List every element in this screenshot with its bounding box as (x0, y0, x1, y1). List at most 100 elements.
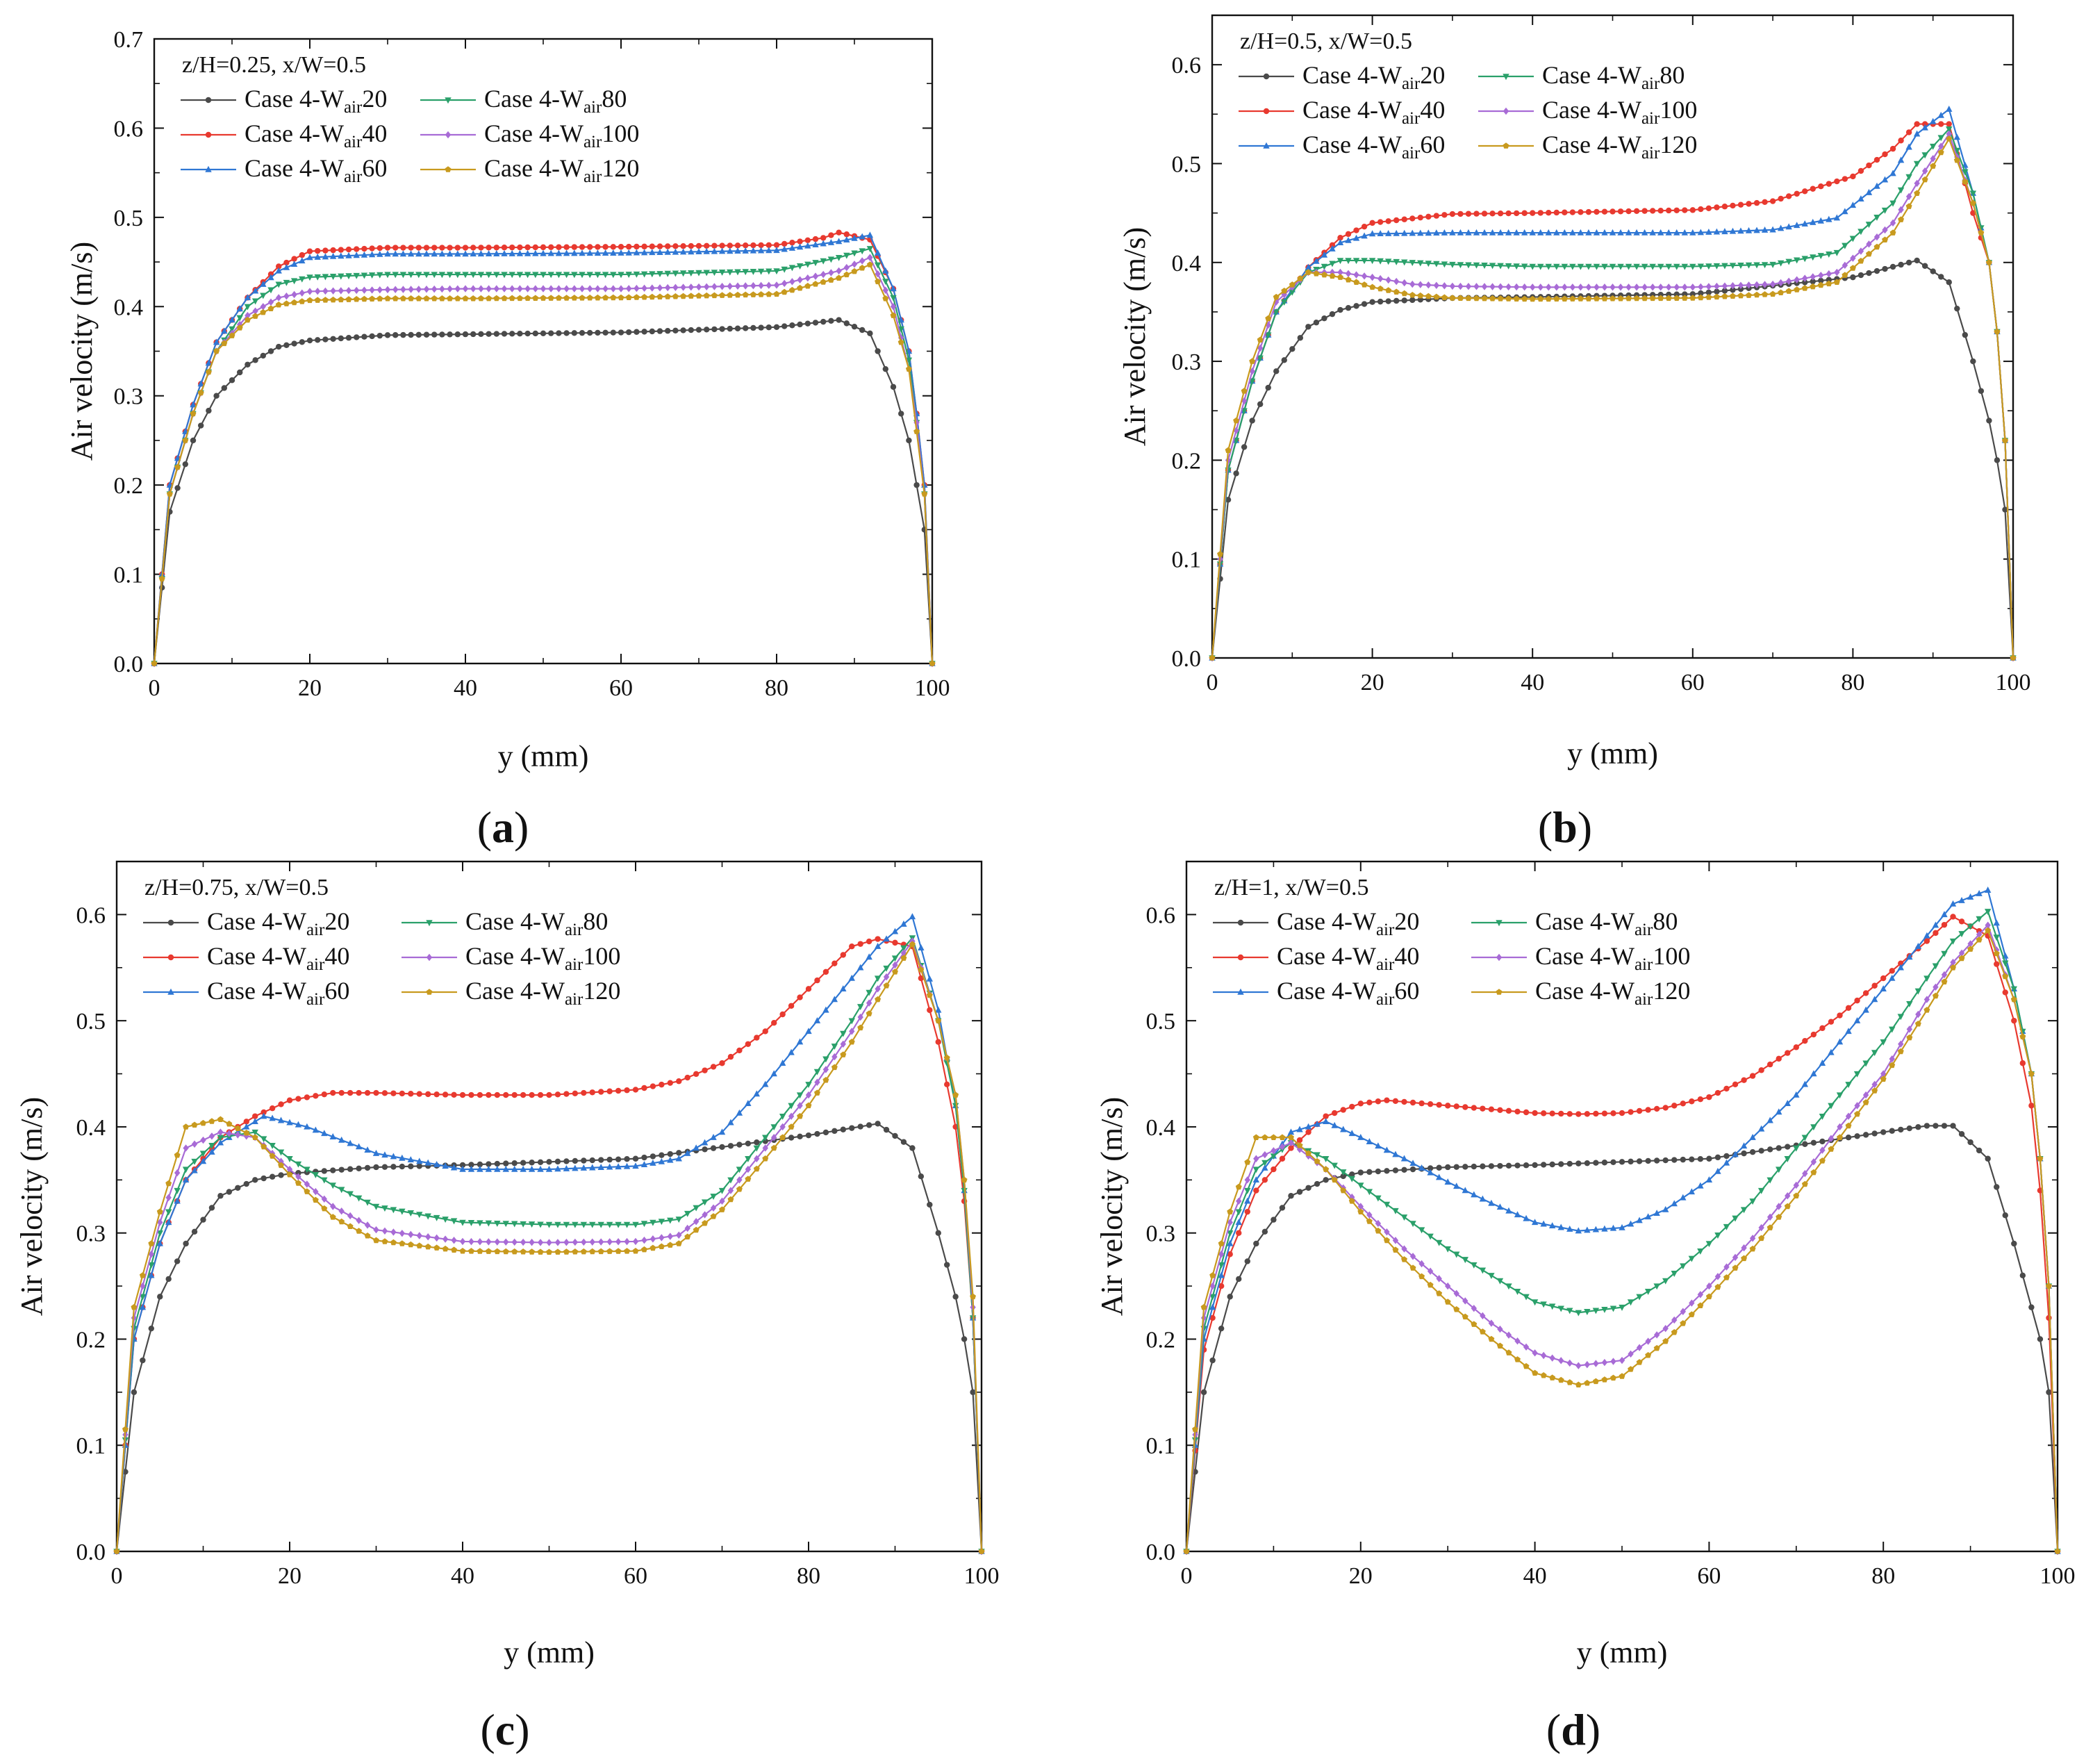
data-point (361, 245, 367, 252)
data-point (347, 1166, 354, 1172)
data-point (1662, 1337, 1669, 1344)
data-point (812, 260, 819, 267)
data-point (1930, 163, 1937, 169)
data-point (494, 1165, 501, 1172)
data-point (330, 296, 337, 303)
data-point (208, 1148, 215, 1155)
data-point (165, 1276, 172, 1283)
data-point (493, 245, 499, 251)
data-point (1967, 923, 1974, 930)
data-point (1819, 1138, 1826, 1145)
data-point (1882, 151, 1888, 158)
data-point (1557, 1305, 1564, 1312)
data-point (1357, 1182, 1364, 1189)
data-point (1401, 1245, 1407, 1253)
data-point (1314, 1157, 1321, 1164)
data-point (1409, 229, 1416, 236)
data-point (1584, 1360, 1591, 1369)
data-point (501, 295, 508, 302)
data-point (260, 352, 266, 359)
data-point (478, 245, 484, 251)
data-point (1653, 1105, 1660, 1112)
data-point (1721, 263, 1728, 270)
data-point (680, 327, 686, 333)
data-point (1337, 306, 1343, 313)
data-point (1653, 1283, 1660, 1290)
data-point (1488, 1273, 1495, 1279)
data-point (1641, 263, 1648, 270)
data-point (1384, 1097, 1390, 1103)
data-point (840, 1051, 847, 1057)
data-point (1409, 260, 1416, 266)
data-point (454, 295, 461, 302)
data-point (423, 331, 430, 338)
data-point (2002, 960, 2009, 967)
data-point (1834, 268, 1840, 277)
data-point (1778, 279, 1784, 287)
data-point (1730, 287, 1736, 293)
data-point (875, 996, 882, 1003)
data-point (1889, 1128, 1895, 1134)
data-point (1819, 1146, 1826, 1154)
data-point (563, 1238, 570, 1246)
data-point (390, 1164, 397, 1170)
data-point (416, 1091, 422, 1097)
series-air20 (151, 317, 936, 667)
data-point (1758, 1223, 1764, 1232)
data-point (586, 272, 593, 279)
data-point (804, 242, 811, 249)
data-point (1645, 1157, 1651, 1164)
data-point (788, 1003, 795, 1009)
data-point (1444, 1246, 1451, 1253)
data-point (532, 244, 538, 251)
data-point (1671, 1200, 1678, 1207)
data-point (581, 1089, 587, 1096)
data-point (2019, 1060, 2026, 1066)
data-point (532, 295, 539, 301)
data-point (797, 238, 803, 245)
data-point (364, 1146, 371, 1153)
data-point (926, 991, 933, 998)
data-point (384, 250, 391, 257)
data-point (1288, 1193, 1294, 1199)
data-point (548, 330, 554, 336)
data-point (384, 295, 391, 302)
data-point (556, 330, 562, 336)
data-point (1352, 258, 1360, 265)
data-point (704, 327, 710, 333)
data-point (1263, 73, 1270, 80)
data-point (1753, 199, 1760, 206)
data-point (415, 286, 422, 293)
x-tick-label: 20 (1349, 1563, 1373, 1589)
data-point (1644, 1289, 1652, 1295)
data-point (208, 1205, 215, 1211)
data-point (1994, 457, 2001, 463)
data-point (1505, 1283, 1512, 1290)
data-point (556, 285, 562, 292)
data-point (781, 245, 788, 252)
data-point (1585, 295, 1592, 302)
data-point (1514, 1356, 1521, 1362)
data-point (1530, 210, 1536, 216)
data-point (1941, 921, 1948, 928)
data-point (408, 1230, 414, 1239)
data-point (1436, 1290, 1443, 1296)
data-point (361, 333, 367, 340)
data-point (1749, 1198, 1756, 1205)
data-point (1682, 283, 1688, 291)
data-point (1941, 1123, 1948, 1129)
data-point (1481, 211, 1488, 217)
data-point (1577, 295, 1584, 302)
data-point (1546, 283, 1552, 291)
data-point (295, 1173, 301, 1180)
data-point (423, 245, 430, 251)
data-point (897, 326, 904, 333)
data-point (1766, 1116, 1773, 1123)
data-point (563, 295, 570, 301)
data-point (831, 960, 838, 966)
data-point (1732, 1081, 1739, 1088)
data-point (866, 938, 872, 945)
data-point (1497, 1325, 1503, 1333)
data-point (1897, 964, 1904, 971)
data-point (1375, 1098, 1382, 1105)
